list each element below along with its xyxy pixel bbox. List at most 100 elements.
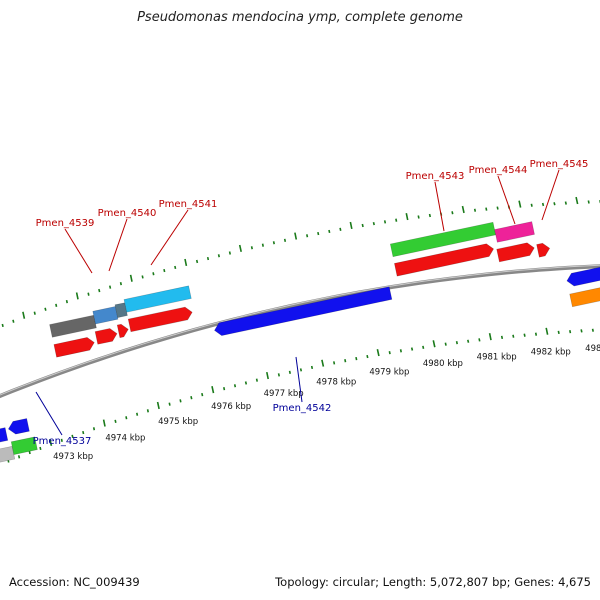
bottom-tick-mark: [211, 386, 215, 394]
top-tick-mark: [184, 258, 188, 267]
bottom-tick-mark: [488, 333, 492, 341]
top-tick-mark: [405, 213, 409, 221]
bottom-tick-mark: [190, 396, 193, 400]
gene-label-leader: [541, 169, 560, 221]
bottom-tick-mark: [355, 356, 358, 361]
gene-feature-green: [10, 436, 38, 455]
top-tick-mark: [530, 203, 533, 207]
gene-feature-orange: [569, 287, 600, 308]
tick-label: 4983 kbp: [585, 344, 600, 354]
top-tick-mark: [22, 311, 26, 319]
gene-feature-blue: [566, 266, 600, 287]
bottom-tick-mark: [233, 384, 237, 388]
bottom-tick-mark: [277, 373, 280, 377]
genes-layer: [0, 221, 600, 463]
gene-label-top: Pmen_4545: [530, 159, 589, 170]
gene-label-top: Pmen_4543: [406, 171, 465, 182]
top-tick-mark: [12, 319, 15, 323]
bottom-tick-mark: [179, 399, 182, 403]
gene-feature-blue: [0, 427, 9, 443]
top-tick-mark: [1, 323, 4, 328]
bottom-tick-mark: [591, 328, 594, 332]
bottom-tick-mark: [255, 378, 258, 382]
bottom-tick-mark: [388, 351, 391, 355]
bottom-tick-mark: [310, 365, 314, 370]
top-tick-mark: [141, 275, 144, 279]
bottom-tick-mark: [102, 419, 106, 427]
accession-text: Accession: NC_009439: [9, 575, 140, 589]
gene-feature-steel: [92, 306, 119, 325]
gene-label-bottom: Pmen_4542: [273, 403, 332, 414]
gene-label-top: Pmen_4540: [98, 208, 157, 219]
bottom-tick-mark: [376, 349, 380, 357]
top-tick-mark: [206, 256, 210, 261]
gene-feature-red: [127, 306, 193, 333]
tick-label: 4980 kbp: [423, 359, 463, 369]
top-tick-mark: [152, 272, 155, 276]
top-tick-mark: [87, 292, 90, 296]
top-tick-mark: [283, 238, 287, 242]
bottom-tick-mark: [223, 387, 226, 391]
genome-backbone: [0, 264, 600, 399]
bottom-tick-mark: [478, 338, 481, 342]
top-tick-mark: [328, 229, 331, 234]
gene-feature-green: [389, 221, 497, 258]
top-tick-mark: [428, 213, 431, 218]
bottom-tick-mark: [444, 342, 447, 346]
bottom-tick-mark: [399, 349, 402, 353]
labels-layer: 4973 kbp 4974 kbp 4975 kbp 4976 kbp 4977 kbp…: [33, 159, 600, 462]
gene-feature-gray: [49, 314, 97, 338]
top-tick-mark: [261, 243, 264, 247]
top-tick-mark: [553, 202, 556, 206]
gene-label-top: Pmen_4539: [36, 218, 95, 229]
bottom-tick-mark: [321, 359, 325, 367]
top-tick-mark: [349, 221, 353, 230]
top-tick-mark: [272, 241, 275, 245]
bottom-tick-mark: [366, 354, 369, 359]
bottom-tick-mark: [545, 327, 549, 335]
top-tick-mark: [417, 215, 420, 219]
bottom-tick-mark: [288, 370, 291, 374]
bottom-tick-mark: [467, 339, 470, 343]
top-tick-mark: [33, 311, 36, 315]
bottom-tick-mark: [114, 419, 117, 423]
bottom-tick-mark: [156, 401, 160, 410]
bottom-tick-mark: [299, 368, 303, 372]
tick-label: 4973 kbp: [53, 452, 93, 462]
bottom-tick-mark: [422, 345, 425, 349]
bottom-tick-mark: [557, 330, 560, 335]
gene-feature-blue: [7, 418, 30, 435]
top-tick-mark: [564, 201, 567, 205]
bottom-tick-mark: [49, 438, 53, 446]
top-tick-mark: [294, 232, 298, 240]
tick-label: 4976 kbp: [211, 402, 251, 412]
bottom-tick-mark: [512, 334, 515, 338]
top-tick-mark: [395, 218, 398, 222]
top-tick-mark: [98, 288, 101, 293]
gene-feature-red: [536, 242, 551, 258]
gene-feature-red: [496, 242, 535, 263]
tick-label: 4974 kbp: [105, 434, 145, 444]
top-tick-mark: [461, 205, 465, 214]
ticks-layer: [1, 196, 600, 463]
gene-feature-magenta: [494, 221, 535, 243]
gene-label-leader: [295, 356, 303, 403]
bottom-tick-mark: [146, 409, 149, 413]
tick-label: 4982 kbp: [531, 347, 571, 357]
top-tick-mark: [65, 299, 68, 304]
gene-label-leader: [108, 218, 128, 272]
bottom-tick-mark: [60, 438, 63, 442]
top-tick-mark: [485, 207, 488, 211]
top-tick-mark: [473, 208, 477, 212]
backbone-layer: [0, 264, 600, 399]
bottom-tick-mark: [201, 392, 204, 397]
top-tick-mark: [496, 206, 499, 210]
bottom-tick-mark: [410, 347, 414, 351]
gene-feature-cyan: [123, 285, 192, 313]
bottom-tick-mark: [28, 450, 31, 455]
tick-label: 4979 kbp: [369, 368, 409, 378]
top-tick-mark: [575, 196, 579, 205]
top-tick-mark: [317, 231, 320, 236]
bottom-tick-mark: [92, 427, 96, 431]
